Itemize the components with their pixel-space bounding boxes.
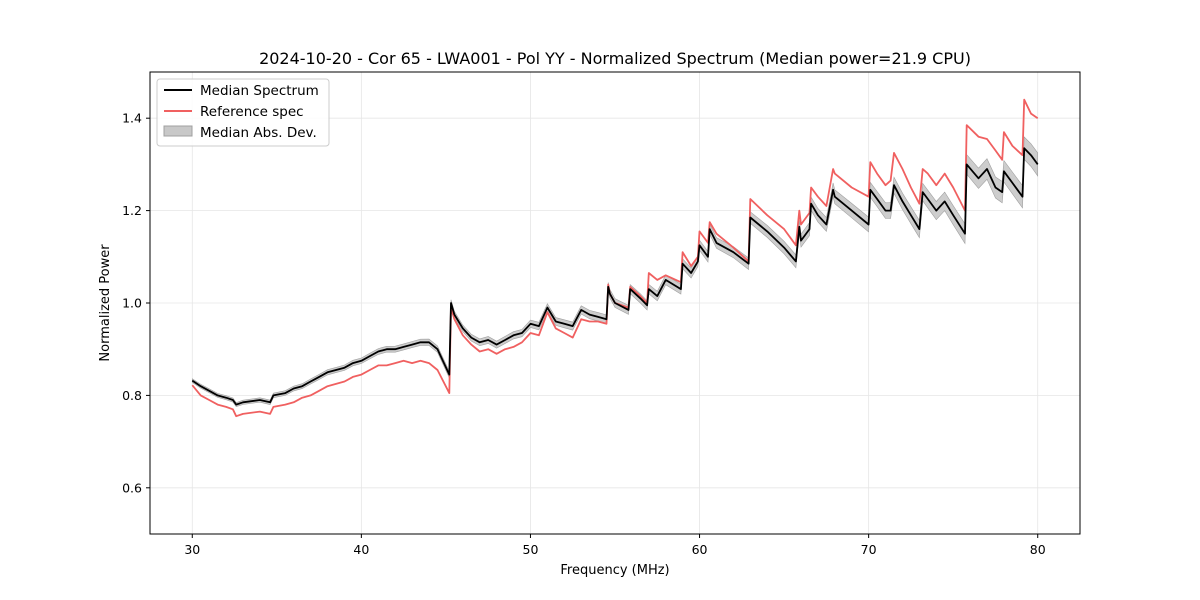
mad-band-layer: [192, 136, 1038, 408]
median-spectrum-line: [191, 147, 1039, 406]
y-tick-label: 1.0: [122, 296, 142, 311]
chart-title: 2024-10-20 - Cor 65 - LWA001 - Pol YY - …: [259, 49, 971, 68]
x-tick-label: 70: [861, 542, 877, 557]
series-layer: [191, 98, 1039, 418]
x-tick-label: 30: [184, 542, 200, 557]
x-tick-label: 80: [1030, 542, 1046, 557]
x-axis-ticks: 30 40 50 60 70 80: [184, 534, 1046, 557]
y-tick-label: 1.2: [122, 203, 142, 218]
legend: Median Spectrum Reference spec Median Ab…: [156, 78, 330, 147]
legend-box: [156, 78, 330, 147]
grid-lines: [150, 72, 1080, 534]
x-tick-label: 40: [353, 542, 369, 557]
x-axis-label: Frequency (MHz): [560, 563, 669, 578]
y-tick-label: 0.8: [122, 388, 142, 403]
legend-reference-label: Reference spec: [200, 104, 304, 120]
y-tick-label: 1.4: [122, 111, 142, 126]
y-axis-ticks: 0.6 0.8 1.0 1.2 1.4: [122, 111, 150, 495]
mad-band: [192, 136, 1038, 408]
legend-mad-swatch: [163, 125, 193, 137]
legend-mad-label: Median Abs. Dev.: [200, 125, 317, 141]
legend-median-label: Median Spectrum: [200, 83, 319, 99]
x-tick-label: 50: [523, 542, 539, 557]
x-tick-label: 60: [692, 542, 708, 557]
y-axis-label: Normalized Power: [98, 244, 113, 362]
y-tick-label: 0.6: [122, 480, 142, 495]
